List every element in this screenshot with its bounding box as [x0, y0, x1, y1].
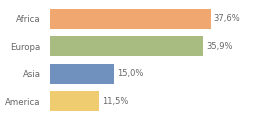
Text: 11,5%: 11,5% [102, 97, 128, 106]
Bar [50, 64, 114, 84]
Text: 15,0%: 15,0% [117, 69, 143, 78]
Bar [50, 91, 99, 111]
Text: 35,9%: 35,9% [206, 42, 232, 51]
Bar [50, 36, 203, 56]
Bar [50, 9, 211, 29]
Text: 37,6%: 37,6% [213, 14, 240, 23]
